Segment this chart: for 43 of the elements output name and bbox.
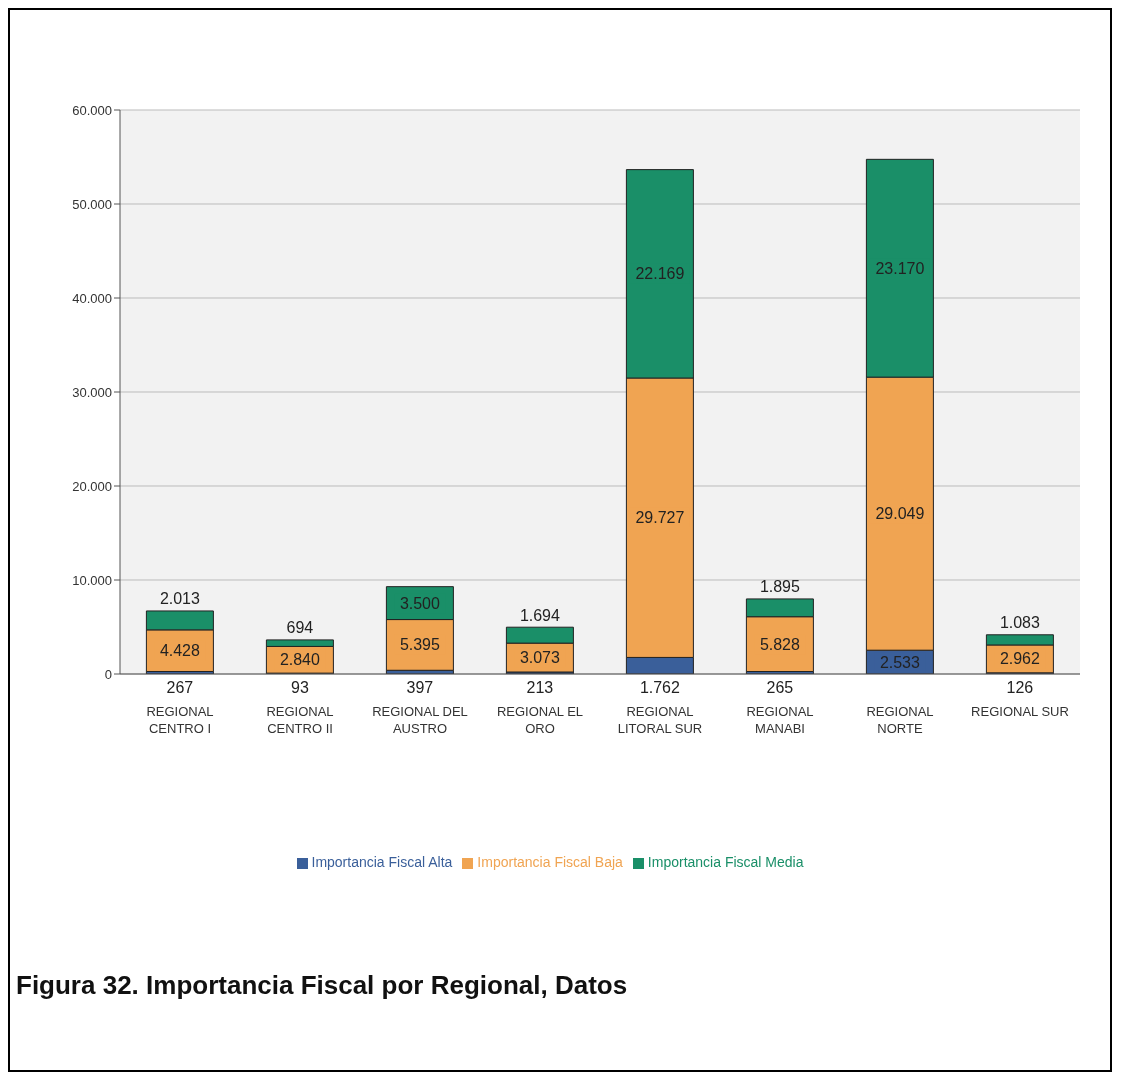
data-label: 1.762 [639, 678, 681, 696]
y-tick-label: 30.000 [72, 384, 112, 400]
x-tick-label: REGIONAL CENTRO I [146, 704, 214, 736]
data-label: 694 [286, 619, 314, 637]
x-tick-label: REGIONAL LITORAL SUR [617, 704, 703, 736]
x-tick-label: REGIONAL CENTRO II [266, 704, 334, 736]
data-label: 2.013 [159, 590, 201, 608]
y-tick-label: 40.000 [72, 290, 112, 306]
x-tick-label: REGIONAL MANABI [746, 704, 814, 736]
data-label: 3.073 [519, 649, 561, 667]
data-label: 22.169 [635, 265, 685, 283]
data-label: 2.962 [999, 650, 1041, 668]
y-tick-label: 20.000 [72, 478, 112, 494]
x-tick-label: REGIONAL SUR [971, 704, 1069, 719]
x-tick-label: REGIONAL DEL AUSTRO [372, 704, 468, 736]
data-label: 2.533 [879, 653, 921, 671]
x-tick-label: REGIONAL EL ORO [496, 704, 584, 736]
data-label: 213 [526, 678, 554, 696]
data-label: 1.895 [759, 578, 801, 596]
x-tick-label: REGIONAL NORTE [866, 704, 934, 736]
y-tick-label: 0 [104, 666, 112, 682]
legend-label: Importancia Fiscal Media [647, 854, 804, 870]
data-label: 93 [291, 678, 309, 696]
data-label: 2.840 [279, 651, 321, 669]
data-label: 29.049 [875, 505, 925, 523]
data-label: 267 [166, 678, 194, 696]
data-label: 1.083 [999, 614, 1041, 632]
data-label: 3.500 [399, 594, 441, 612]
y-tick-label: 60.000 [72, 102, 112, 118]
data-label: 29.727 [635, 509, 685, 527]
data-label: 5.828 [759, 635, 801, 653]
data-label: 5.395 [399, 636, 441, 654]
y-tick-label: 50.000 [72, 196, 112, 212]
legend-label: Importancia Fiscal Alta [311, 854, 453, 870]
legend-label: Importancia Fiscal Baja [477, 854, 623, 870]
data-label: 265 [766, 678, 794, 696]
text: Figura 32. Importancia Fiscal por Regional, Datos [16, 970, 628, 1001]
data-label: 126 [1006, 678, 1034, 696]
data-label: 397 [406, 678, 434, 696]
data-label: 4.428 [159, 642, 201, 660]
data-label: 23.170 [875, 259, 925, 277]
y-tick-label: 10.000 [72, 572, 112, 588]
data-label: 1.694 [519, 606, 561, 624]
